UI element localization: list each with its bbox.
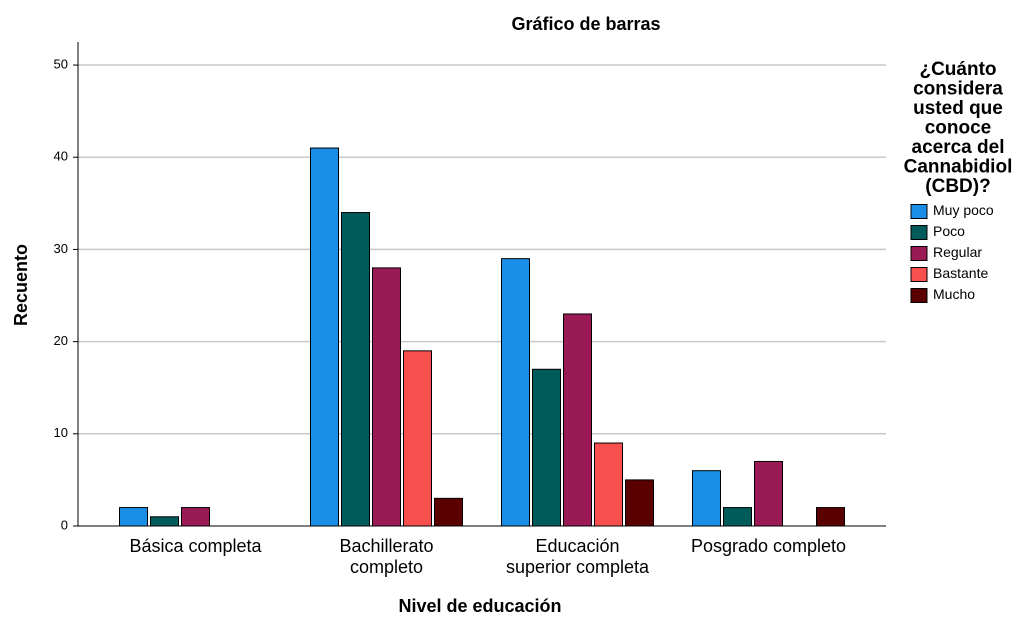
bar (563, 313, 592, 527)
bar (723, 507, 752, 527)
x-tick-label: Básica completa (129, 536, 262, 556)
x-tick-label: Posgrado completo (691, 536, 846, 556)
legend-label: Regular (933, 244, 982, 260)
legend-swatch (910, 267, 928, 282)
legend-label: Bastante (933, 265, 988, 281)
bar (594, 442, 623, 527)
y-tick-label: 10 (54, 425, 68, 440)
bar (150, 516, 179, 527)
bar (754, 460, 783, 527)
bar (625, 479, 654, 527)
y-tick-label: 20 (54, 333, 68, 348)
legend-title: ¿Cuánto considera usted que conoce acerca de… (904, 59, 1013, 197)
bar (434, 497, 463, 527)
x-axis-label: Nivel de educación (398, 596, 561, 616)
legend-label: Muy poco (933, 202, 994, 218)
y-axis-label: Recuento (11, 244, 31, 326)
bar (532, 368, 561, 527)
y-tick-label: 50 (54, 56, 68, 71)
bar (119, 507, 148, 527)
legend-swatch (910, 204, 928, 219)
y-tick-label: 40 (54, 149, 68, 164)
legend-label: Poco (933, 223, 965, 239)
bar (310, 147, 339, 527)
legend-swatch (910, 225, 928, 240)
bar (341, 212, 370, 527)
y-tick-label: 0 (61, 517, 68, 532)
x-tick-label: Bachillerato completo (339, 536, 433, 577)
bar (501, 258, 530, 527)
x-tick-label: Educación superior completa (506, 536, 650, 577)
bar (403, 350, 432, 527)
legend-swatch (910, 288, 928, 303)
bar (372, 267, 401, 527)
chart-title: Gráfico de barras (511, 14, 660, 34)
y-tick-label: 30 (54, 241, 68, 256)
bar (816, 507, 845, 527)
legend-swatch (910, 246, 928, 261)
bar (692, 470, 721, 527)
bar (181, 507, 210, 527)
legend-label: Mucho (933, 286, 975, 302)
